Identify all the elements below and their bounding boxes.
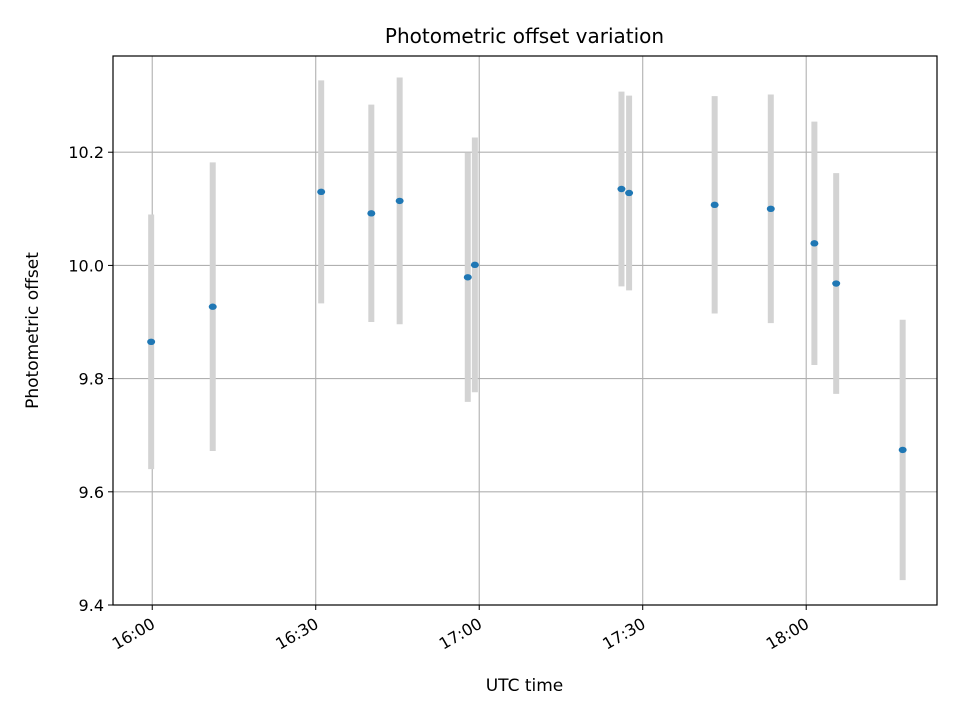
y-tick-label: 9.4: [79, 596, 104, 615]
data-point: [710, 201, 719, 209]
y-tick-label: 10.0: [68, 256, 104, 275]
x-axis-ticks: 16:00 16:30 17:00 17:30 18:00: [109, 605, 812, 654]
y-tick-label: 9.8: [79, 370, 104, 389]
x-tick-label: 17:30: [599, 614, 648, 654]
plot-frame: [112, 55, 938, 606]
data-point: [766, 205, 775, 213]
grid: [113, 56, 937, 605]
y-axis-ticks: 9.4 9.6 9.8 10.0 10.2: [68, 143, 113, 615]
data-point: [810, 240, 819, 247]
error-bars: [148, 77, 906, 581]
data-point: [395, 197, 404, 205]
x-axis-label: UTC time: [486, 676, 564, 696]
y-tick-label: 9.6: [79, 483, 104, 502]
data-point: [470, 261, 479, 269]
data-point: [832, 280, 841, 287]
x-tick-label: 16:00: [109, 614, 158, 654]
x-tick-label: 18:00: [763, 614, 812, 654]
data-point: [625, 189, 634, 197]
y-tick-label: 10.2: [68, 143, 104, 162]
data-point: [317, 188, 326, 196]
y-axis-label: Photometric offset: [23, 252, 43, 409]
chart-title: Photometric offset variation: [385, 24, 664, 48]
data-point: [208, 303, 217, 310]
data-point: [367, 210, 376, 217]
x-tick-label: 16:30: [272, 614, 321, 654]
data-point: [463, 274, 472, 281]
x-tick-label: 17:00: [436, 614, 485, 654]
data-points: [147, 185, 907, 454]
data-point: [898, 446, 907, 454]
data-point: [147, 338, 156, 346]
data-point: [617, 185, 626, 193]
